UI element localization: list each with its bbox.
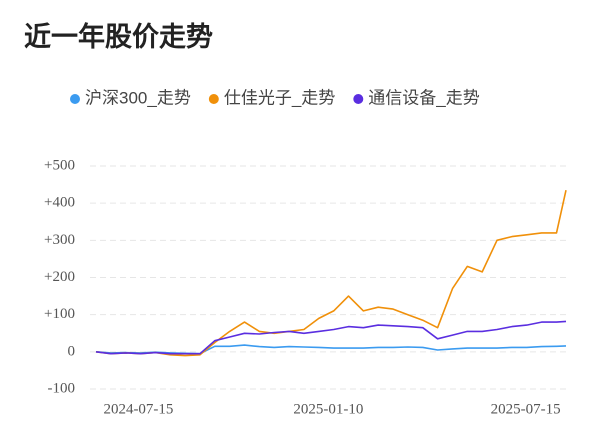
legend-label: 通信设备_走势 (368, 88, 479, 107)
y-tick-label: +500 (44, 157, 75, 173)
legend-marker (353, 94, 364, 104)
chart-title: 近一年股价走势 (24, 21, 213, 52)
x-tick-label: 2024-07-15 (103, 401, 173, 417)
y-tick-label: +100 (44, 306, 75, 322)
legend-label: 沪深300_走势 (85, 88, 191, 107)
y-tick-label: -100 (48, 380, 76, 396)
legend-marker (208, 94, 219, 104)
y-tick-label: +300 (44, 232, 75, 248)
x-tick-label: 2025-07-15 (491, 401, 561, 417)
y-tick-label: 0 (68, 343, 76, 359)
legend-label: 仕佳光子_走势 (224, 88, 335, 107)
series-line (95, 190, 567, 357)
y-tick-label: +400 (44, 195, 75, 211)
x-tick-label: 2025-01-10 (293, 401, 363, 417)
y-tick-label: +200 (44, 269, 75, 285)
legend-marker (70, 94, 80, 104)
series-line (95, 344, 567, 355)
series-line (95, 320, 567, 355)
